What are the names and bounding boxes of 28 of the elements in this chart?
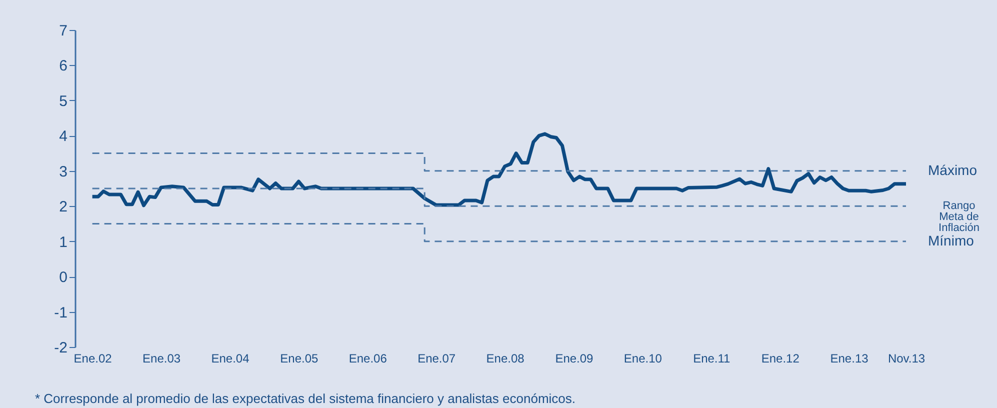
x-tick-label: Ene.03 bbox=[142, 352, 181, 366]
x-tick-label: Ene.07 bbox=[418, 352, 456, 366]
y-tick-label: -1 bbox=[54, 304, 68, 322]
x-tick-label: Ene.05 bbox=[280, 352, 318, 366]
y-tick-label: 4 bbox=[59, 128, 68, 146]
text: * Corresponde al promedio de las expectativas del sistema financiero y analistas económicos. bbox=[35, 391, 576, 406]
y-tick-label: 7 bbox=[59, 22, 68, 40]
y-tick-label: 6 bbox=[59, 58, 68, 75]
x-tick-label: Ene.02 bbox=[74, 352, 112, 366]
x-tick-label: Ene.04 bbox=[211, 352, 250, 366]
x-tick-label: Ene.12 bbox=[761, 352, 800, 366]
y-tick-label: 1 bbox=[59, 234, 68, 251]
annotation: Mínimo bbox=[928, 232, 974, 248]
line-series bbox=[90, 132, 908, 208]
y-tick-label: -2 bbox=[54, 340, 68, 356]
x-tick-label: Ene.13 bbox=[830, 352, 869, 366]
annotation: Máximo bbox=[928, 162, 978, 178]
x-tick-label: Nov.13 bbox=[888, 352, 926, 366]
x-tick-label: Ene.10 bbox=[624, 352, 662, 366]
annotation: Rango Meta de Inflación bbox=[938, 200, 980, 234]
y-tick-label: 2 bbox=[59, 198, 68, 216]
y-tick-label: 0 bbox=[59, 269, 68, 286]
y-tick-label: 3 bbox=[59, 163, 68, 180]
y-tick-label: 5 bbox=[59, 92, 68, 110]
x-tick-label: Ene.08 bbox=[486, 352, 525, 366]
x-tick-label: Ene.06 bbox=[348, 352, 388, 366]
x-tick-label: Ene.09 bbox=[555, 352, 594, 366]
x-tick-label: Ene.11 bbox=[693, 352, 731, 366]
